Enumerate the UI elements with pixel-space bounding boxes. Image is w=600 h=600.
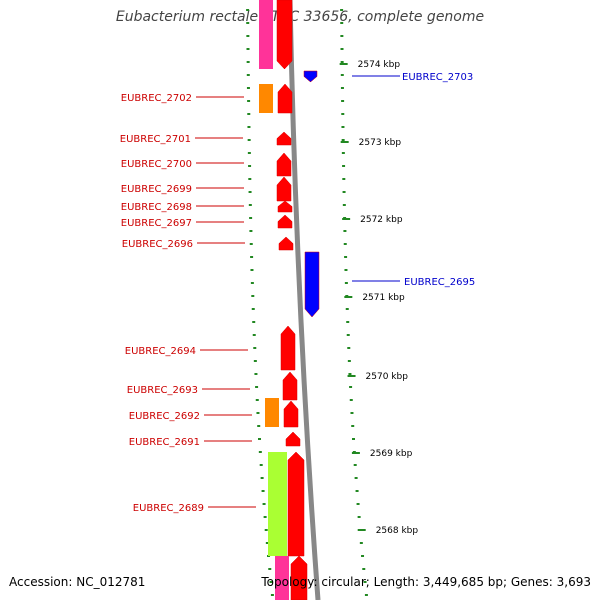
gene-label-forward: EUBREC_2689 — [133, 503, 204, 514]
gene-block-green — [268, 452, 287, 556]
gene-arrow-forward — [277, 200, 293, 213]
gene-arrow-forward — [277, 83, 293, 114]
gene-label-forward: EUBREC_2698 — [121, 202, 192, 213]
gene-label-forward: EUBREC_2694 — [125, 346, 196, 357]
scale-label: 2573 kbp — [359, 138, 402, 148]
gene-label-forward: EUBREC_2700 — [121, 159, 192, 170]
scale-label: 2570 kbp — [366, 372, 409, 382]
gene-label-forward: EUBREC_2691 — [129, 437, 200, 448]
gene-label-forward: EUBREC_2692 — [129, 411, 200, 422]
rna-gene-block — [259, 84, 273, 113]
gene-arrow-forward — [278, 236, 294, 251]
gene-arrow-forward — [276, 176, 292, 202]
gene-label-forward: EUBREC_2697 — [121, 218, 192, 229]
gene-arrow-forward — [276, 131, 292, 146]
gene-arrow-forward — [285, 431, 301, 447]
gene-label-reverse: EUBREC_2695 — [404, 277, 475, 288]
scale-label: 2572 kbp — [360, 215, 403, 225]
gene-arrow-forward — [276, 0, 293, 70]
map-title: Eubacterium rectale ATCC 33656, complete… — [115, 9, 485, 25]
scale-label: 2571 kbp — [362, 293, 405, 303]
gene-arrow-reverse — [303, 70, 318, 83]
gene-block-pink — [275, 556, 289, 600]
gene-arrow-forward — [282, 371, 298, 401]
genome-summary-text: Topology: circular; Length: 3,449,685 bp… — [261, 575, 591, 589]
gene-arrow-forward — [290, 555, 308, 600]
scale-label: 2569 kbp — [370, 449, 413, 459]
gene-block-pink — [259, 0, 273, 69]
gene-arrow-forward — [283, 400, 299, 428]
rna-gene-block — [265, 398, 279, 427]
gene-arrow-forward — [280, 325, 296, 371]
scale-label: 2568 kbp — [376, 526, 419, 536]
scale-label: 2574 kbp — [358, 60, 401, 70]
gene-arrow-forward — [277, 214, 293, 229]
gene-label-forward: EUBREC_2701 — [120, 134, 191, 145]
gene-label-forward: EUBREC_2702 — [121, 93, 192, 104]
gene-arrow-reverse — [304, 251, 320, 318]
gene-label-forward: EUBREC_2696 — [122, 239, 193, 250]
gene-arrow-forward — [276, 152, 292, 177]
gene-arrow-forward — [287, 451, 305, 557]
accession-text: Accession: NC_012781 — [9, 575, 146, 589]
gene-label-forward: EUBREC_2699 — [121, 184, 192, 195]
gene-label-forward: EUBREC_2693 — [127, 385, 198, 396]
backbone-line — [287, 0, 321, 600]
gene-label-reverse: EUBREC_2703 — [402, 72, 473, 83]
